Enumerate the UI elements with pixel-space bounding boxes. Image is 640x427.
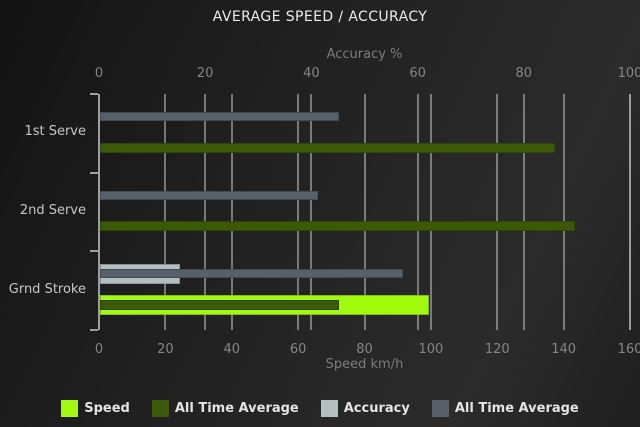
bar-all-time-average-2nd-serve[interactable]: [100, 221, 575, 232]
gridline-bottom-60: [297, 94, 300, 330]
gridline-bottom-40: [230, 94, 233, 330]
legend-item-accuracy-all-time-average[interactable]: All Time Average: [431, 399, 579, 417]
gridline-top-20: [204, 94, 207, 330]
gridline-bottom-120: [496, 94, 499, 330]
y-axis-line: [98, 94, 100, 330]
legend-label: Accuracy: [343, 400, 410, 416]
tick-label-bottom-80: 80: [356, 342, 373, 357]
legend-label: All Time Average: [174, 400, 299, 416]
bar-all-time-average-1st-serve[interactable]: [100, 142, 555, 153]
chart-title: AVERAGE SPEED / ACCURACY: [212, 9, 428, 25]
tick-label-top-60: 60: [409, 66, 426, 81]
bar-all-time-average-1st-serve[interactable]: [100, 112, 339, 121]
gridline-bottom-20: [164, 94, 167, 330]
tick-label-bottom-100: 100: [418, 342, 444, 357]
gridline-bottom-80: [363, 94, 366, 330]
legend-item-accuracy[interactable]: Accuracy: [320, 399, 410, 417]
accuracy-average-swatch-icon: [431, 399, 449, 417]
legend-label: Speed: [84, 400, 130, 416]
gridline-bottom-160: [629, 94, 631, 330]
category-bracket: [90, 93, 98, 95]
tick-label-top-0: 0: [94, 66, 104, 81]
tick-label-top-80: 80: [515, 66, 533, 81]
tick-label-top-40: 40: [303, 66, 320, 81]
gridline-bottom-140: [562, 94, 565, 330]
category-label: 1st Serve: [24, 124, 86, 140]
category-bracket: [90, 329, 98, 331]
category-label: Grnd Stroke: [8, 281, 86, 297]
tick-label-bottom-60: 60: [289, 342, 307, 357]
speed-swatch-icon: [61, 399, 79, 417]
legend-item-speed[interactable]: Speed: [61, 399, 130, 417]
accuracy-swatch-icon: [320, 399, 338, 417]
gridline-top-60: [416, 94, 419, 330]
speed-average-swatch-icon: [151, 399, 169, 417]
gridline-top-40: [310, 94, 313, 330]
tick-label-bottom-160: 160: [617, 342, 640, 357]
tick-label-top-20: 20: [196, 66, 214, 81]
bar-all-time-average-grnd-stroke[interactable]: [100, 269, 403, 279]
bar-all-time-average-grnd-stroke[interactable]: [100, 299, 339, 310]
category-bracket: [90, 171, 98, 174]
category-bracket: [90, 250, 98, 253]
tick-label-bottom-120: 120: [484, 342, 510, 357]
gridline-bottom-100: [429, 94, 432, 330]
tick-label-bottom-40: 40: [223, 342, 241, 357]
bottom-axis-title: Speed km/h: [325, 357, 404, 372]
legend-item-speed-all-time-average[interactable]: All Time Average: [151, 399, 299, 417]
tick-label-bottom-20: 20: [157, 342, 174, 357]
top-axis-title: Accuracy %: [326, 47, 403, 62]
legend-label: All Time Average: [454, 400, 579, 416]
bar-all-time-average-2nd-serve[interactable]: [100, 190, 318, 200]
category-label: 2nd Serve: [19, 203, 86, 218]
tick-label-top-100: 100: [617, 66, 640, 81]
tick-label-bottom-0: 0: [94, 342, 104, 357]
chart-legend: Speed All Time Average Accuracy All Time…: [0, 398, 640, 418]
tick-label-bottom-140: 140: [551, 342, 577, 357]
gridline-top-80: [522, 94, 525, 330]
